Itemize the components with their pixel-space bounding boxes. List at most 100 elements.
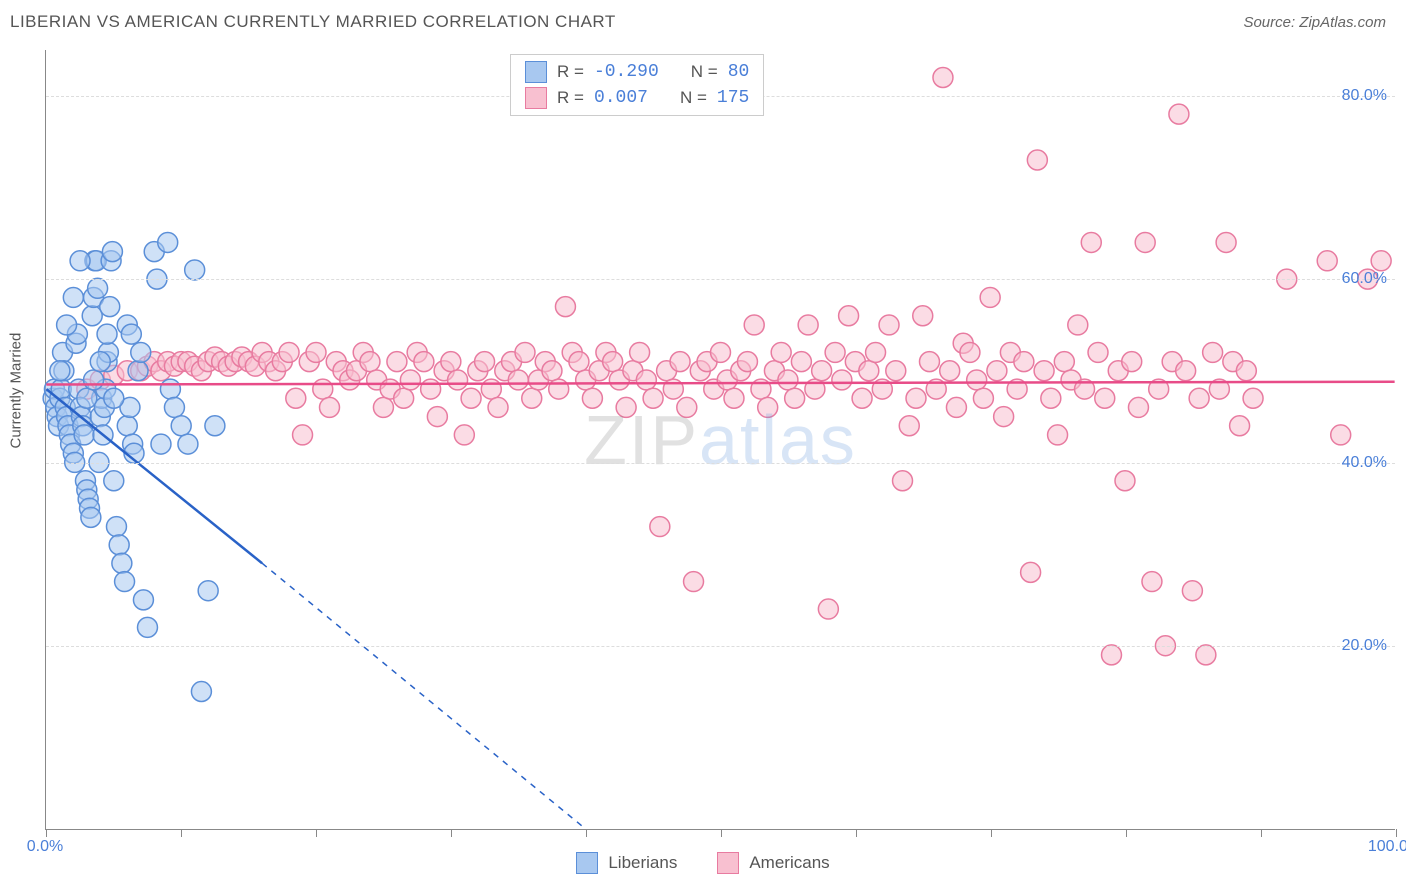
scatter-point bbox=[115, 572, 135, 592]
chart-title: LIBERIAN VS AMERICAN CURRENTLY MARRIED C… bbox=[10, 12, 616, 32]
scatter-point bbox=[791, 352, 811, 372]
scatter-point bbox=[109, 535, 129, 555]
scatter-point bbox=[1041, 388, 1061, 408]
scatter-point bbox=[131, 342, 151, 362]
n-label-1: N = bbox=[691, 62, 718, 82]
scatter-point bbox=[960, 342, 980, 362]
scatter-point bbox=[313, 379, 333, 399]
scatter-point bbox=[1048, 425, 1068, 445]
y-axis-label: Currently Married bbox=[8, 333, 25, 449]
bottom-legend: Liberians Americans bbox=[0, 852, 1406, 874]
correlation-legend: R = -0.290 N = 80 R = 0.007 N = 175 bbox=[510, 54, 764, 116]
scatter-point bbox=[441, 352, 461, 372]
legend-swatch-pink bbox=[525, 87, 547, 109]
scatter-point bbox=[70, 251, 90, 271]
scatter-point bbox=[906, 388, 926, 408]
x-max-label: 100.0% bbox=[1368, 838, 1406, 856]
scatter-point bbox=[852, 388, 872, 408]
scatter-point bbox=[778, 370, 798, 390]
scatter-point bbox=[320, 397, 340, 417]
scatter-point bbox=[677, 397, 697, 417]
scatter-point bbox=[102, 242, 122, 262]
scatter-point bbox=[771, 342, 791, 362]
x-tick bbox=[1396, 829, 1397, 837]
r-value-2: 0.007 bbox=[594, 88, 648, 108]
scatter-point bbox=[1196, 645, 1216, 665]
scatter-point bbox=[286, 388, 306, 408]
x-tick bbox=[991, 829, 992, 837]
scatter-point bbox=[670, 352, 690, 372]
scatter-point bbox=[1068, 315, 1088, 335]
scatter-point bbox=[151, 434, 171, 454]
scatter-point bbox=[421, 379, 441, 399]
scatter-point bbox=[1081, 232, 1101, 252]
gridline bbox=[46, 279, 1395, 280]
bottom-legend-liberians: Liberians bbox=[576, 852, 677, 874]
scatter-point bbox=[1115, 471, 1135, 491]
scatter-point bbox=[88, 278, 108, 298]
scatter-point bbox=[1331, 425, 1351, 445]
scatter-point bbox=[1230, 416, 1250, 436]
scatter-point bbox=[104, 471, 124, 491]
scatter-point bbox=[987, 361, 1007, 381]
scatter-point bbox=[549, 379, 569, 399]
scatter-point bbox=[798, 315, 818, 335]
chart-area: ZIPatlas 20.0%40.0%60.0%80.0% bbox=[45, 50, 1395, 830]
y-tick-label: 20.0% bbox=[1342, 637, 1387, 655]
gridline bbox=[46, 463, 1395, 464]
scatter-point bbox=[128, 361, 148, 381]
scatter-point bbox=[967, 370, 987, 390]
n-value-1: 80 bbox=[728, 62, 750, 82]
scatter-point bbox=[158, 232, 178, 252]
scatter-point bbox=[106, 517, 126, 537]
bottom-legend-label-2: Americans bbox=[749, 853, 829, 873]
scatter-point bbox=[454, 425, 474, 445]
scatter-point bbox=[137, 617, 157, 637]
scatter-point bbox=[57, 315, 77, 335]
scatter-point bbox=[1243, 388, 1263, 408]
scatter-point bbox=[946, 397, 966, 417]
scatter-plot bbox=[46, 50, 1395, 829]
scatter-point bbox=[360, 352, 380, 372]
scatter-point bbox=[899, 416, 919, 436]
scatter-point bbox=[1176, 361, 1196, 381]
scatter-point bbox=[1182, 581, 1202, 601]
scatter-point bbox=[839, 306, 859, 326]
y-tick-label: 40.0% bbox=[1342, 454, 1387, 472]
legend-swatch-blue bbox=[525, 61, 547, 83]
scatter-point bbox=[744, 315, 764, 335]
scatter-point bbox=[913, 306, 933, 326]
scatter-point bbox=[643, 388, 663, 408]
bottom-legend-label-1: Liberians bbox=[608, 853, 677, 873]
gridline bbox=[46, 646, 1395, 647]
scatter-point bbox=[1317, 251, 1337, 271]
scatter-point bbox=[832, 370, 852, 390]
scatter-point bbox=[684, 572, 704, 592]
scatter-point bbox=[104, 388, 124, 408]
scatter-point bbox=[515, 342, 535, 362]
scatter-point bbox=[279, 342, 299, 362]
scatter-point bbox=[1203, 342, 1223, 362]
scatter-point bbox=[1027, 150, 1047, 170]
scatter-point bbox=[1102, 645, 1122, 665]
scatter-point bbox=[980, 287, 1000, 307]
scatter-point bbox=[1142, 572, 1162, 592]
scatter-point bbox=[84, 370, 104, 390]
scatter-point bbox=[879, 315, 899, 335]
scatter-point bbox=[74, 425, 94, 445]
x-tick bbox=[451, 829, 452, 837]
legend-swatch-blue-bottom bbox=[576, 852, 598, 874]
x-tick bbox=[46, 829, 47, 837]
x-tick bbox=[1261, 829, 1262, 837]
scatter-point bbox=[117, 416, 137, 436]
scatter-point bbox=[555, 297, 575, 317]
scatter-point bbox=[582, 388, 602, 408]
scatter-point bbox=[724, 388, 744, 408]
scatter-point bbox=[940, 361, 960, 381]
scatter-point bbox=[508, 370, 528, 390]
n-label-2: N = bbox=[680, 88, 707, 108]
scatter-point bbox=[603, 352, 623, 372]
scatter-point bbox=[859, 361, 879, 381]
scatter-point bbox=[481, 379, 501, 399]
scatter-point bbox=[818, 599, 838, 619]
